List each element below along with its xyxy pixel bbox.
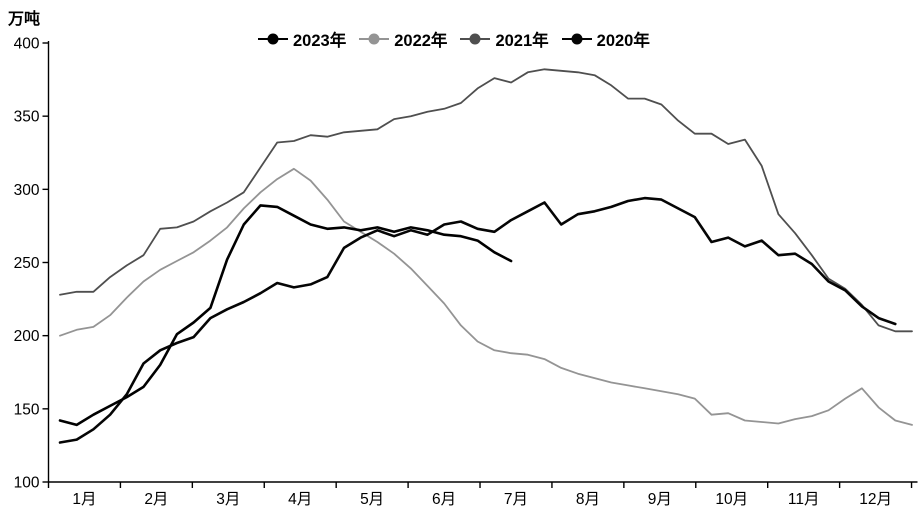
series-2023-line	[58, 204, 513, 427]
legend-line-marker-icon	[561, 33, 592, 45]
legend-label: 2021年	[495, 32, 549, 50]
legend-line-marker-icon	[359, 33, 390, 45]
x-tick-label: 8月	[576, 491, 600, 508]
tick-labels: 100 150 200 250 300 350 400 1月 2月 3月 4月 5月 6月 7月 8月 9月 1…	[14, 36, 892, 509]
y-tick-label: 300	[14, 182, 40, 199]
tick-marks	[42, 42, 913, 488]
y-tick-label: 100	[14, 475, 40, 492]
legend-item-2021: 2021年	[460, 27, 549, 51]
legend-item-2020: 2020年	[561, 27, 650, 51]
y-tick-label: 200	[14, 328, 40, 345]
series-2022-line	[59, 167, 913, 426]
x-tick-label: 11月	[788, 491, 820, 508]
axes	[47, 41, 918, 483]
x-tick-label: 9月	[648, 491, 672, 508]
legend-line-marker-icon	[258, 33, 288, 45]
legend-item-2023: 2023年	[258, 27, 346, 51]
legend-label: 2023年	[293, 32, 347, 50]
series-2021-line	[59, 68, 913, 333]
x-tick-label: 12月	[859, 491, 892, 508]
x-tick-label: 4月	[288, 491, 312, 508]
legend-line-marker-icon	[460, 33, 491, 45]
legend: 2023年 2022年 2021年 2020年	[258, 27, 650, 51]
legend-item-2022: 2022年	[359, 27, 447, 51]
x-tick-label: 5月	[360, 491, 384, 508]
legend-label: 2022年	[394, 32, 448, 50]
legend-dot-icon	[571, 33, 583, 45]
x-tick-label: 3月	[216, 491, 240, 508]
legend-label: 2020年	[596, 32, 650, 50]
y-tick-label: 350	[14, 109, 40, 126]
y-tick-label: 250	[14, 255, 40, 272]
series-lines	[58, 68, 913, 444]
x-tick-label: 7月	[504, 491, 528, 508]
legend-dot-icon	[469, 33, 481, 45]
legend-dot-icon	[368, 33, 380, 45]
y-axis-unit-label: 万吨	[8, 11, 41, 28]
legend-dot-icon	[267, 33, 279, 45]
x-tick-label: 2月	[144, 491, 168, 508]
y-tick-label: 400	[14, 36, 40, 53]
x-tick-label: 10月	[715, 491, 748, 508]
series-2020-line	[58, 196, 897, 444]
x-tick-label: 6月	[432, 491, 456, 508]
x-tick-label: 1月	[72, 491, 96, 508]
y-tick-label: 150	[14, 401, 40, 418]
